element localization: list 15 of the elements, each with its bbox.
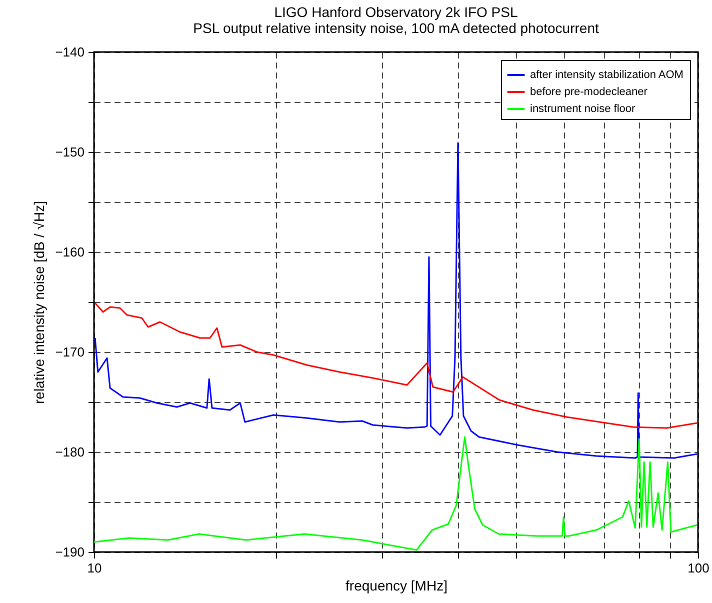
y-tick-label: −140 <box>55 44 84 60</box>
legend-label: before pre-modecleaner <box>530 86 648 98</box>
y-axis-title: relative intensity noise [dB / √Hz] <box>31 201 48 404</box>
y-tick-label: −180 <box>55 444 84 460</box>
x-tick-label: 100 <box>688 560 710 576</box>
x-axis-title: frequency [MHz] <box>346 578 448 594</box>
chart-title: LIGO Hanford Observatory 2k IFO PSL <box>274 4 518 20</box>
x-tick-label: 10 <box>87 560 102 576</box>
legend-label: after intensity stabilization AOM <box>530 69 684 81</box>
y-tick-label: −170 <box>55 344 84 360</box>
chart-subtitle: PSL output relative intensity noise, 100 mA detected photocurrent <box>193 20 599 36</box>
legend-label: instrument noise floor <box>530 103 636 115</box>
y-tick-label: −190 <box>55 544 84 560</box>
y-tick-label: −160 <box>55 244 84 260</box>
y-tick-label: −150 <box>55 144 84 160</box>
